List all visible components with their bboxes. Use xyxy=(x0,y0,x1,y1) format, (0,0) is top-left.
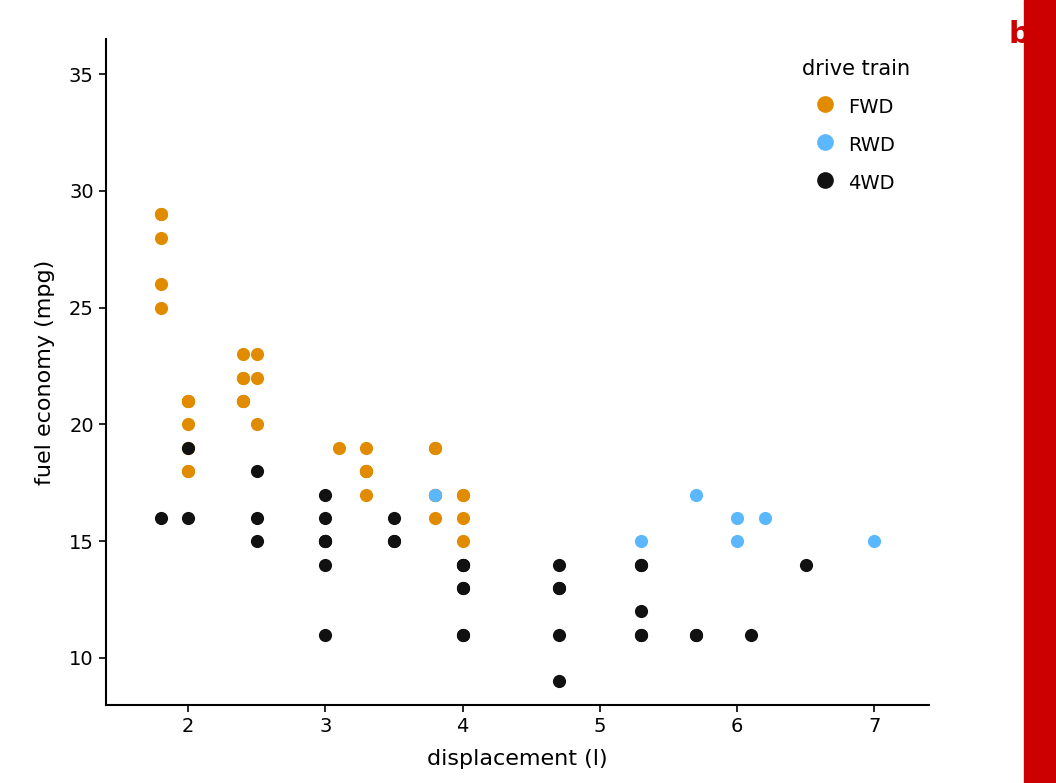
Point xyxy=(180,395,196,407)
Point xyxy=(248,535,265,547)
Point xyxy=(454,629,471,641)
Point xyxy=(633,558,649,571)
Point xyxy=(454,511,471,524)
Point xyxy=(454,558,471,571)
Point xyxy=(317,558,334,571)
Point xyxy=(180,395,196,407)
Point xyxy=(152,301,169,314)
Point xyxy=(180,465,196,478)
Point xyxy=(756,511,773,524)
Point xyxy=(358,465,375,478)
Point xyxy=(248,465,265,478)
Point xyxy=(234,395,251,407)
Point xyxy=(454,535,471,547)
Point xyxy=(550,582,567,594)
Point xyxy=(317,535,334,547)
Point xyxy=(234,371,251,384)
Point xyxy=(550,629,567,641)
Point xyxy=(331,442,347,454)
Point xyxy=(385,535,402,547)
Point xyxy=(550,558,567,571)
Point xyxy=(687,629,704,641)
Point xyxy=(633,558,649,571)
Y-axis label: fuel economy (mpg): fuel economy (mpg) xyxy=(35,259,55,485)
Point xyxy=(234,348,251,361)
Point xyxy=(729,511,746,524)
Point xyxy=(633,535,649,547)
Point xyxy=(454,558,471,571)
Point xyxy=(866,535,883,547)
Point xyxy=(152,511,169,524)
Point xyxy=(454,582,471,594)
Point xyxy=(152,208,169,221)
Point xyxy=(742,629,759,641)
Point xyxy=(550,582,567,594)
Point xyxy=(234,371,251,384)
Point xyxy=(180,418,196,431)
Point xyxy=(454,558,471,571)
Point xyxy=(180,442,196,454)
Point xyxy=(234,395,251,407)
Point xyxy=(427,489,444,501)
Point xyxy=(550,675,567,687)
Point xyxy=(317,511,334,524)
Text: bad: bad xyxy=(1008,20,1056,49)
Point xyxy=(633,605,649,618)
Point xyxy=(633,629,649,641)
Point xyxy=(248,348,265,361)
Point xyxy=(248,418,265,431)
X-axis label: displacement (l): displacement (l) xyxy=(427,749,608,770)
Point xyxy=(454,489,471,501)
Point xyxy=(358,442,375,454)
Point xyxy=(454,582,471,594)
Point xyxy=(152,232,169,244)
Point xyxy=(248,371,265,384)
Point xyxy=(427,511,444,524)
Point xyxy=(317,629,334,641)
Point xyxy=(317,535,334,547)
Point xyxy=(454,629,471,641)
Point xyxy=(152,278,169,290)
Point xyxy=(454,489,471,501)
Point xyxy=(427,442,444,454)
Point xyxy=(633,629,649,641)
Point xyxy=(687,629,704,641)
Point xyxy=(729,535,746,547)
Point xyxy=(797,558,814,571)
Point xyxy=(234,395,251,407)
Point xyxy=(385,535,402,547)
Point xyxy=(385,511,402,524)
Point xyxy=(248,511,265,524)
Point xyxy=(358,465,375,478)
Point xyxy=(180,395,196,407)
Point xyxy=(427,489,444,501)
Point xyxy=(427,489,444,501)
Point xyxy=(180,511,196,524)
Point xyxy=(358,489,375,501)
Point xyxy=(427,489,444,501)
Point xyxy=(687,489,704,501)
Point xyxy=(317,489,334,501)
Legend: FWD, RWD, 4WD: FWD, RWD, 4WD xyxy=(792,49,920,202)
Point xyxy=(180,465,196,478)
Point xyxy=(152,208,169,221)
Point xyxy=(427,442,444,454)
Point xyxy=(358,465,375,478)
Point xyxy=(317,535,334,547)
Point xyxy=(180,442,196,454)
